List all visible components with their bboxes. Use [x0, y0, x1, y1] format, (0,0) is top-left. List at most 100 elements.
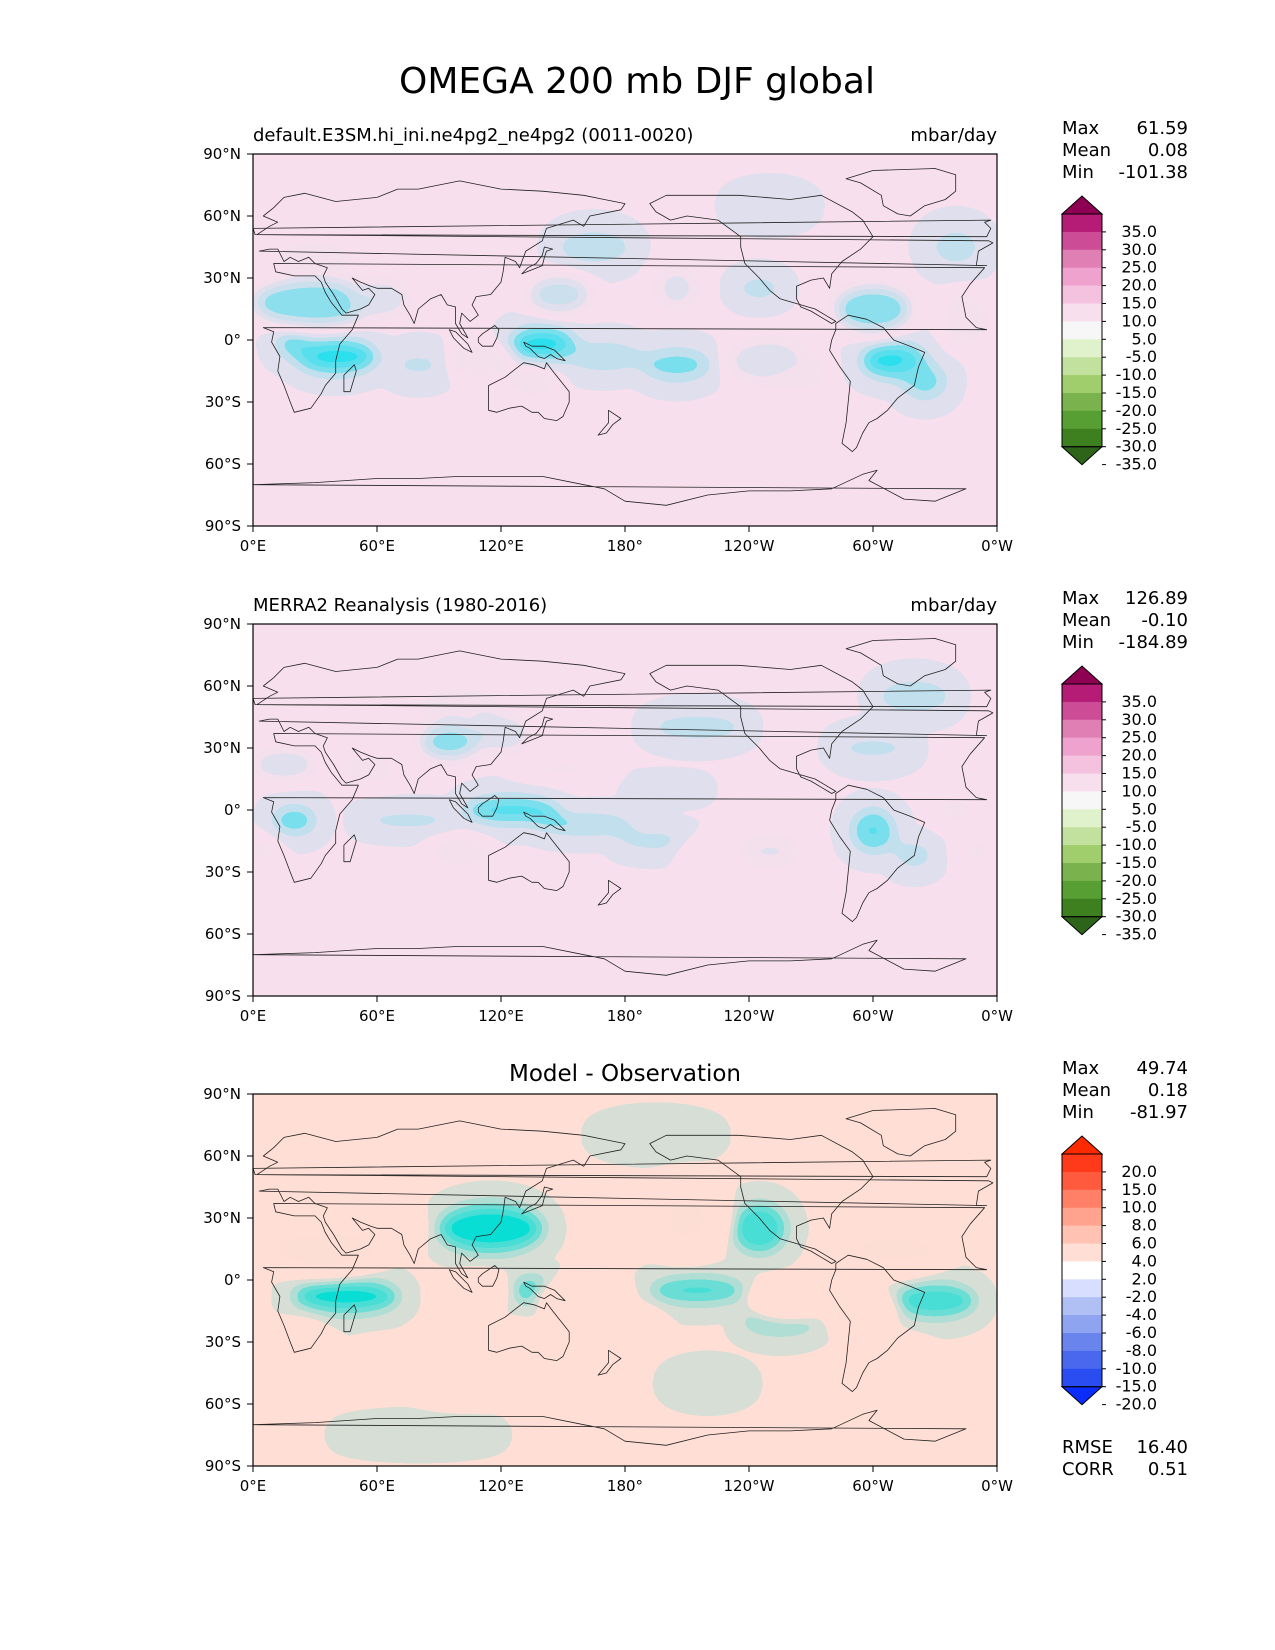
field-anomaly: [532, 814, 636, 835]
y-tick-label: 60°S: [205, 1395, 241, 1413]
stat-value: 0.51: [1148, 1459, 1188, 1480]
colorbar-cell: [1062, 737, 1102, 756]
y-tick-label: 90°N: [203, 145, 241, 163]
field-anomaly: [420, 727, 479, 757]
colorbar-label: -20.0: [1116, 1395, 1157, 1414]
field-anomaly: [335, 1422, 501, 1448]
colorbar-label: 8.0: [1132, 1216, 1157, 1235]
coastline: [845, 638, 957, 687]
stat-value: 0.18: [1148, 1080, 1188, 1101]
colorbar: 20.015.010.08.06.04.02.0-2.0-4.0-6.0-8.0…: [1060, 1135, 1157, 1414]
contour-field: [253, 624, 997, 996]
coastline: [343, 834, 357, 863]
colorbar-extend-top: [1060, 1135, 1104, 1155]
field-anomaly: [625, 783, 708, 796]
stat-label: Mean: [1062, 1080, 1111, 1101]
y-tick-label: 30°N: [203, 269, 241, 287]
colorbar-label: -10.0: [1116, 1359, 1157, 1378]
x-tick-label: 0°W: [981, 1477, 1013, 1495]
y-tick-label: 60°S: [205, 925, 241, 943]
colorbar-cell: [1062, 809, 1102, 828]
y-tick-label: 0°: [224, 331, 241, 349]
x-tick-label: 180°: [607, 1477, 643, 1495]
field-anomaly: [831, 731, 915, 765]
field-anomaly: [315, 1149, 398, 1183]
coastline: [262, 263, 988, 413]
y-tick-label: 30°N: [203, 739, 241, 757]
x-tick-label: 0°W: [981, 1007, 1013, 1025]
colorbar-label: -15.0: [1116, 383, 1157, 402]
coastline: [649, 1134, 874, 1264]
colorbar-label: 35.0: [1121, 692, 1157, 711]
coastline: [649, 664, 874, 794]
field-anomaly: [935, 797, 977, 823]
field-anomaly: [279, 1321, 330, 1363]
colorbar-label: 5.0: [1132, 329, 1157, 348]
field-anomaly: [775, 354, 826, 388]
field-anomaly: [387, 348, 450, 382]
field-anomaly: [848, 805, 898, 856]
y-tick-label: 60°N: [203, 207, 241, 225]
coastline: [597, 879, 622, 906]
y-tick-label: 0°: [224, 1271, 241, 1289]
coastline: [845, 168, 957, 217]
x-tick-label: 0°E: [240, 537, 267, 555]
coastline: [448, 329, 473, 353]
y-tick-label: 60°N: [203, 1147, 241, 1165]
colorbar-frame: [1061, 683, 1103, 918]
stat-label: RMSE: [1062, 1437, 1113, 1458]
field-anomaly: [924, 222, 987, 272]
x-tick-label: 60°W: [852, 1007, 894, 1025]
field-anomaly: [455, 1277, 506, 1303]
colorbar-extend-top: [1060, 195, 1104, 215]
colorbar-cell: [1062, 267, 1102, 286]
coastline: [597, 409, 622, 436]
coastline: [523, 1281, 566, 1302]
field-anomaly: [269, 803, 320, 837]
colorbar-label: -25.0: [1116, 419, 1157, 438]
coastline: [649, 194, 874, 324]
x-tick-label: 120°E: [478, 1477, 524, 1495]
colorbar-cell: [1062, 755, 1102, 774]
x-tick-label: 60°E: [359, 537, 395, 555]
field-anomaly: [346, 282, 408, 316]
colorbar-label: -5.0: [1126, 347, 1157, 366]
stat-value: 61.59: [1136, 118, 1188, 139]
field-anomaly: [889, 1280, 981, 1322]
field-anomaly: [527, 278, 590, 311]
colorbar-label: 4.0: [1132, 1251, 1157, 1270]
field-anomaly: [835, 288, 911, 330]
colorbar: 35.030.025.020.015.010.05.0-5.0-10.0-15.…: [1060, 665, 1157, 944]
field-anomaly: [587, 1308, 663, 1334]
colorbar-cell: [1062, 1261, 1102, 1280]
colorbar-cell: [1062, 231, 1102, 251]
colorbar-cell: [1062, 339, 1102, 358]
field-anomaly: [449, 348, 512, 374]
colorbar-label: 20.0: [1121, 276, 1157, 295]
panel-units: mbar/day: [910, 595, 997, 616]
coastline: [597, 1349, 622, 1376]
colorbar-label: -15.0: [1116, 1377, 1157, 1396]
coastline: [477, 325, 500, 347]
x-tick-label: 0°W: [981, 537, 1013, 555]
x-tick-label: 120°W: [724, 537, 775, 555]
coastline: [256, 180, 994, 339]
y-tick-label: 90°N: [203, 615, 241, 633]
colorbar-cell: [1062, 428, 1102, 448]
coastline: [521, 1186, 554, 1215]
y-tick-label: 90°S: [205, 1457, 241, 1475]
field-anomaly: [542, 1284, 625, 1318]
colorbar-label: 10.0: [1121, 1198, 1157, 1217]
coastline: [845, 1108, 957, 1157]
colorbar-cell: [1062, 214, 1102, 233]
stat-value: 126.89: [1125, 588, 1188, 609]
y-tick-label: 90°S: [205, 987, 241, 1005]
coastline: [523, 811, 566, 832]
coastline: [343, 364, 357, 393]
colorbar-label: -5.0: [1126, 817, 1157, 836]
x-tick-label: 60°W: [852, 537, 894, 555]
x-tick-label: 60°E: [359, 1007, 395, 1025]
panel-left-title: default.E3SM.hi_ini.ne4pg2_ne4pg2 (0011-…: [253, 125, 693, 146]
colorbar-cell: [1062, 863, 1102, 882]
field-anomaly: [356, 812, 460, 829]
